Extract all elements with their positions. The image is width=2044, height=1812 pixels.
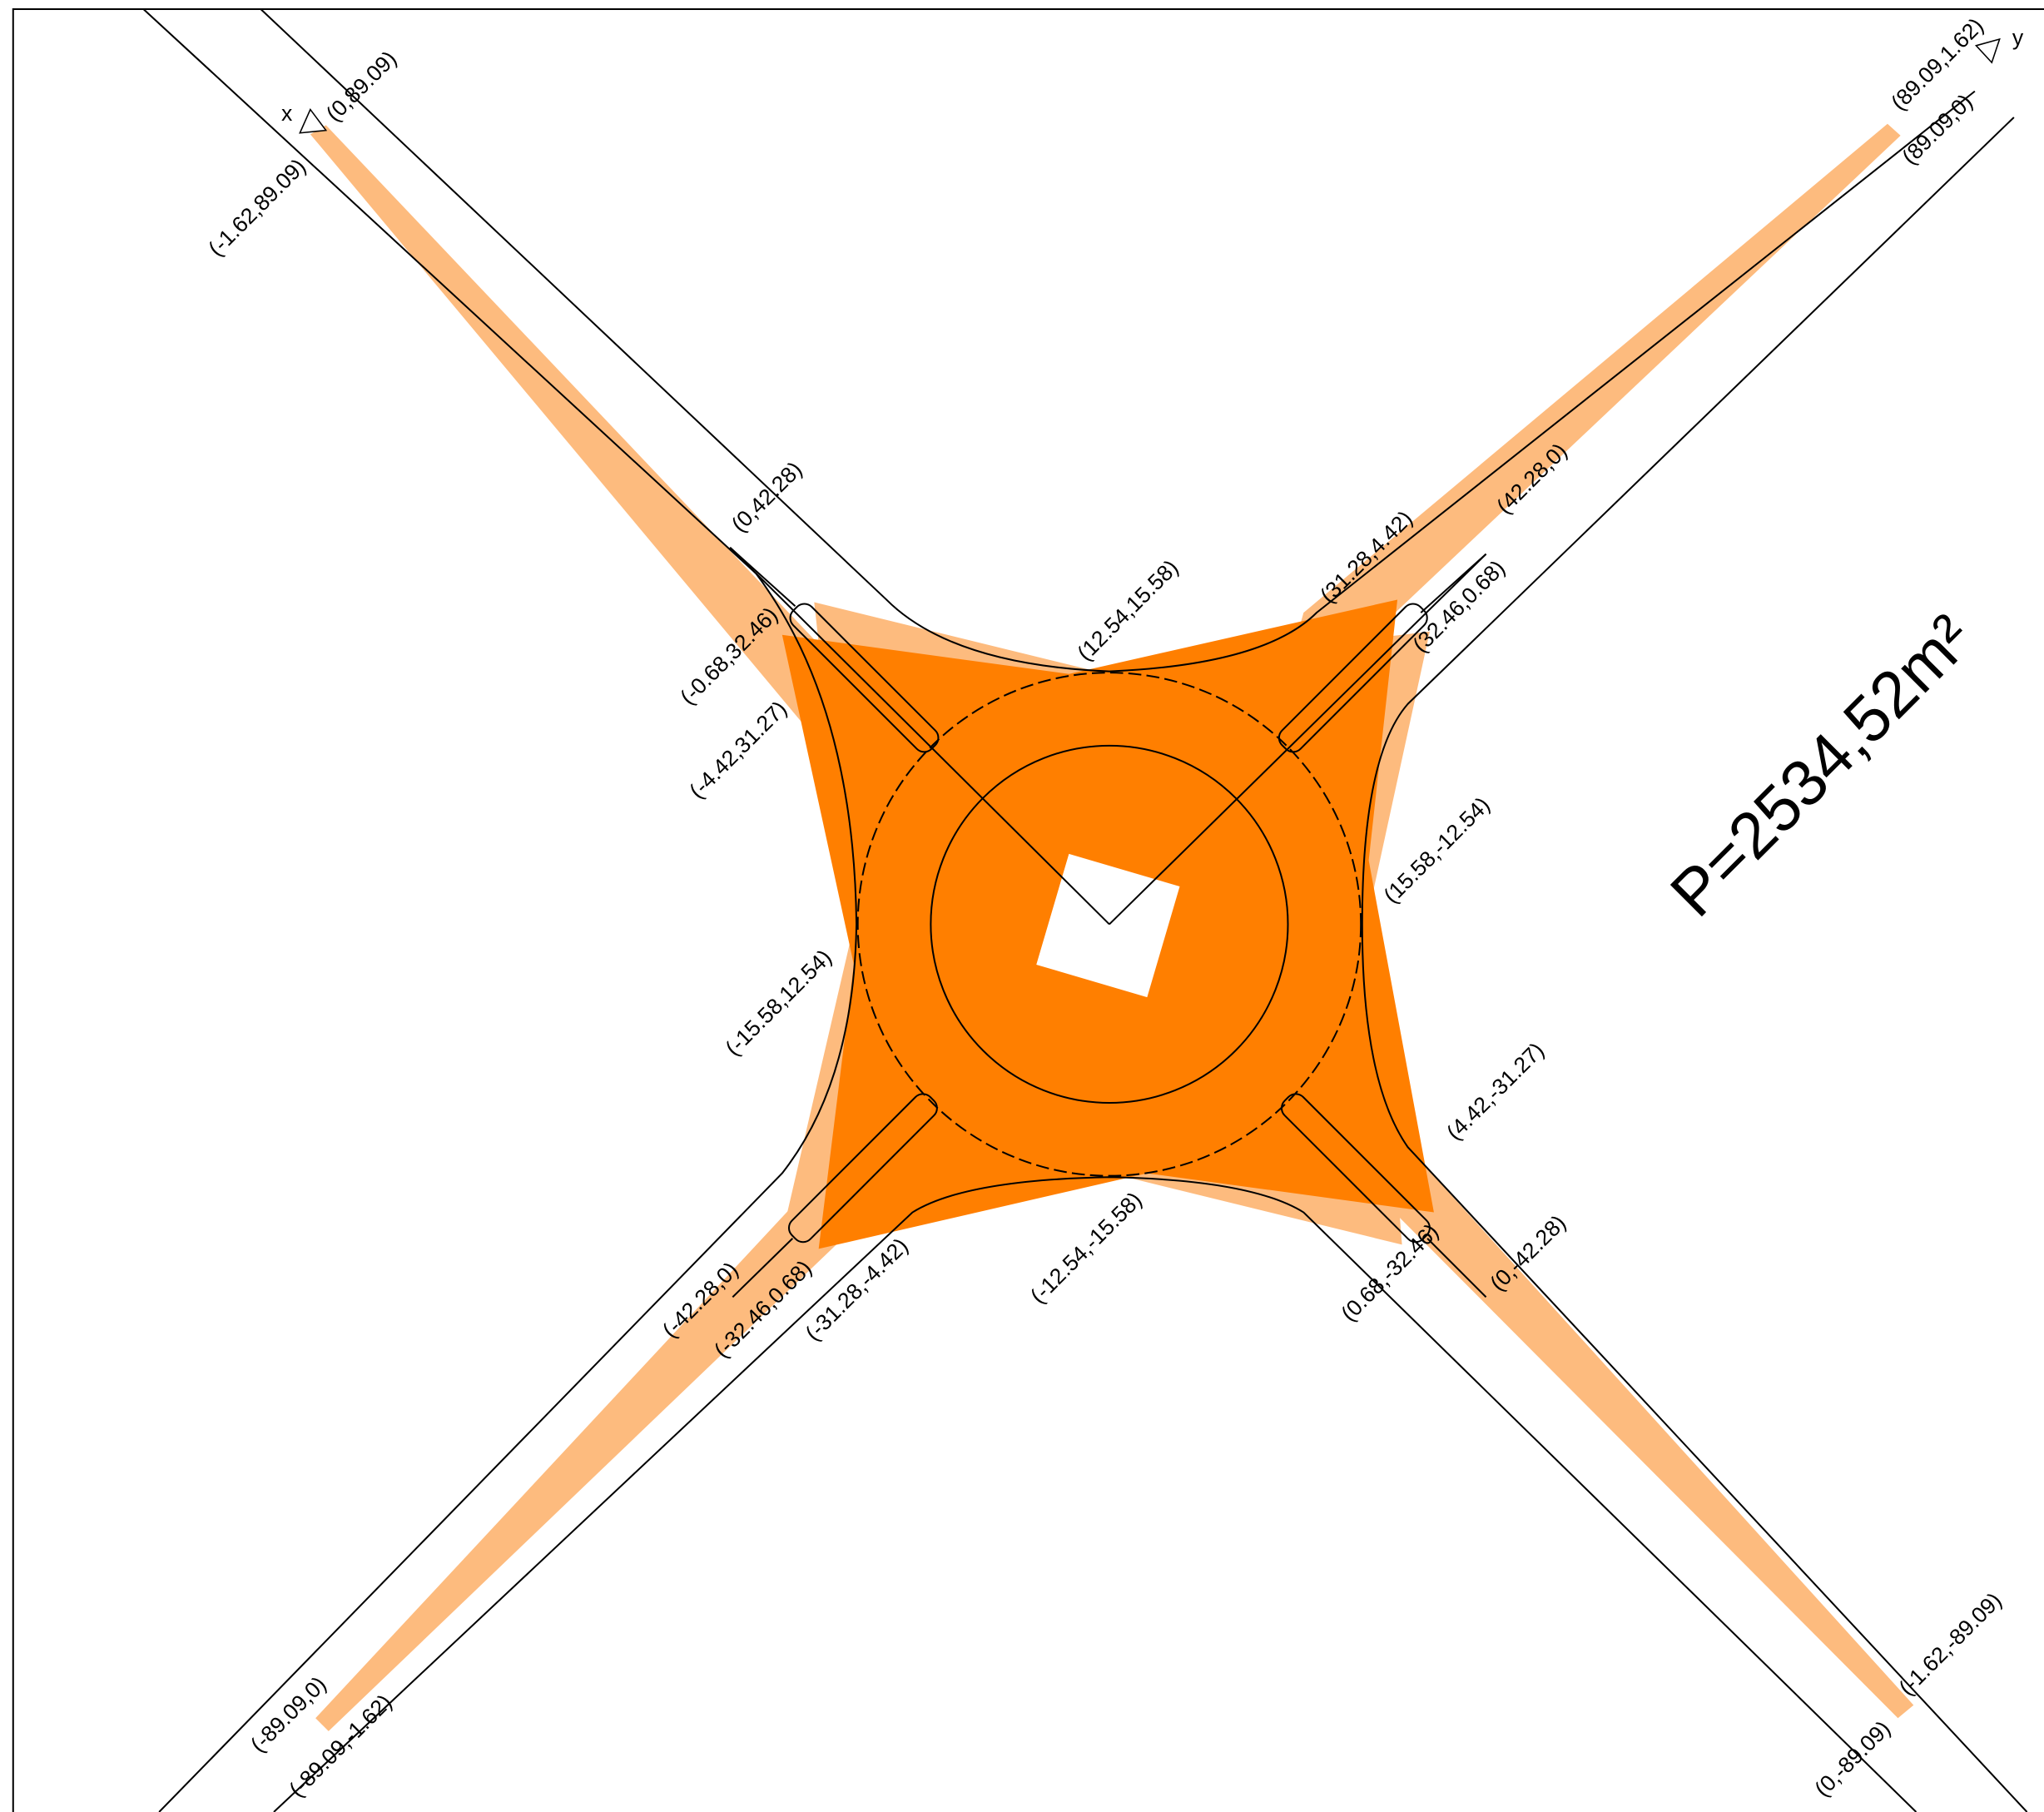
roundabout-diagram: x y P=2534,52m² (0,89.09)(-1.62,89.09)(8…	[0, 0, 2044, 1812]
axis-label: x	[281, 101, 293, 126]
axis-label: y	[2012, 25, 2024, 50]
